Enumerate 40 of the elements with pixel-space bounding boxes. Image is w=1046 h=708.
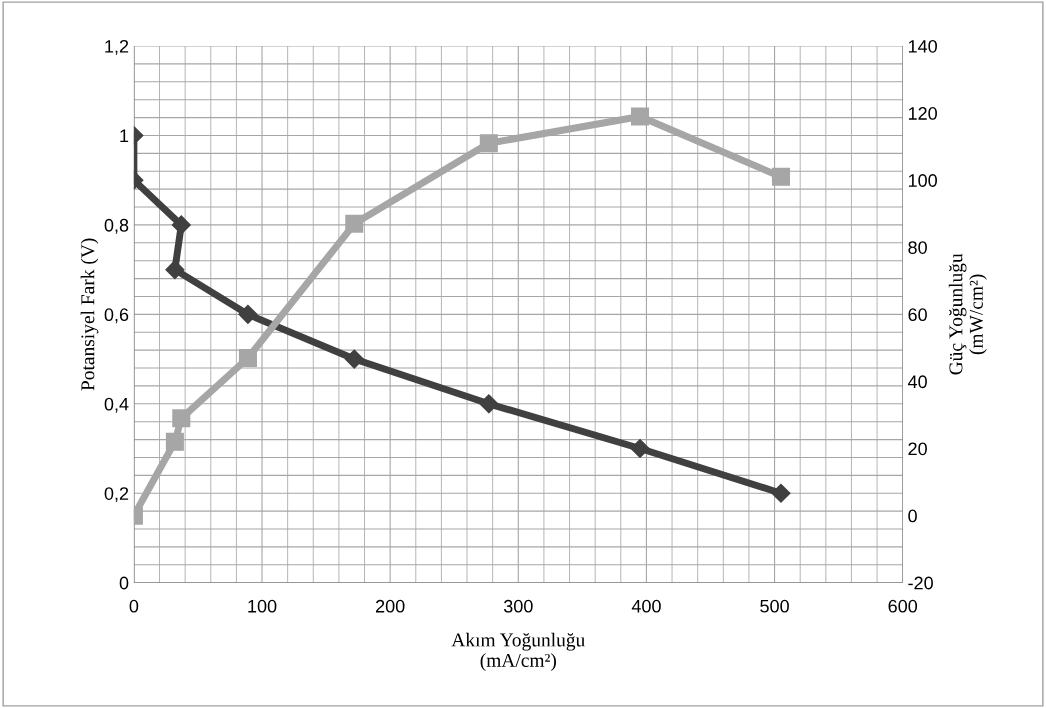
x-tick-label: 200 [376, 599, 405, 613]
y2-tick-label: 80 [908, 241, 927, 254]
y2-tick-label: 20 [908, 442, 927, 456]
y-tick-label: 0,8 [104, 218, 129, 234]
y-tick-label: 1,2 [105, 39, 129, 55]
point [345, 214, 364, 233]
y2-tick-label: 0 [908, 509, 917, 523]
y2-tick-label: 60 [908, 308, 927, 322]
y-tick-label: 0,2 [104, 487, 129, 503]
point [479, 394, 499, 414]
x-tick-label: 400 [631, 599, 661, 613]
point [630, 107, 650, 126]
point [238, 348, 257, 367]
x-axis-title: Akım Yoğunluğu (mA/cm²) [451, 632, 585, 671]
point [771, 167, 790, 186]
y2-axis-title: Güç Yoğunluğu (mW/cm²) [948, 253, 987, 375]
x-tick-label: 100 [248, 599, 277, 613]
point [771, 483, 791, 503]
point [344, 349, 364, 369]
y-tick-label: 0,6 [104, 308, 129, 324]
point [165, 432, 184, 451]
y2-tick-label: 140 [908, 39, 937, 53]
y2-tick-label: 120 [908, 107, 937, 120]
point [479, 134, 498, 153]
point [171, 215, 191, 235]
point [165, 260, 185, 280]
x-tick-label: 300 [503, 599, 533, 613]
x-tick-label: 0 [129, 599, 139, 613]
y2-tick-label: 40 [907, 375, 927, 389]
y-tick-label: 0,4 [104, 397, 129, 413]
x-tick-label: 500 [760, 599, 789, 613]
y-tick-label: 1 [120, 129, 129, 143]
point [238, 304, 258, 324]
y-axis-title: Potansiyel Fark (V) [80, 238, 99, 391]
y-tick-label: 0 [119, 576, 129, 590]
x-tick-label: 600 [888, 599, 918, 613]
y2-tick-label: 100 [908, 174, 937, 187]
point [172, 409, 191, 428]
point [630, 438, 650, 459]
y2-tick-label: -20 [908, 576, 933, 590]
